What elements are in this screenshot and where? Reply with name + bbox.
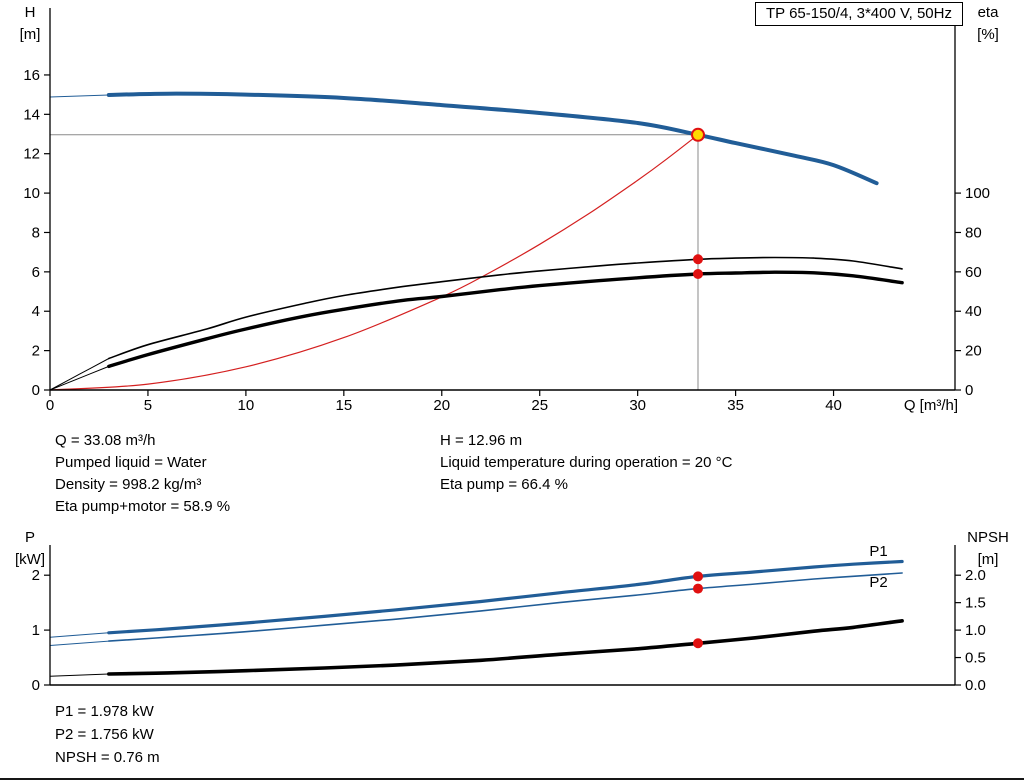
system-curve <box>49 134 699 391</box>
y-left-axis-title: H <box>25 4 36 21</box>
y-left-axis-unit: [m] <box>20 26 41 43</box>
annotation-q: Q = 33.08 m³/h <box>55 432 156 449</box>
y-right-tick-label: 0 <box>965 382 973 399</box>
p1-curve-lead <box>49 632 109 638</box>
p1-curve <box>107 559 904 635</box>
y-right-tick-label: 0.0 <box>965 677 986 694</box>
duty-annotations-left: Q = 33.08 m³/h Pumped liquid = Water Den… <box>55 430 230 518</box>
npsh-point <box>692 638 703 649</box>
y-right-tick-label: 60 <box>965 264 982 281</box>
y-right-tick-label: 1.0 <box>965 622 986 639</box>
annotation-liquid-temperature: Liquid temperature during operation = 20… <box>440 454 733 471</box>
annotation-p2: P2 = 1.756 kW <box>55 726 154 743</box>
eta-pump-curve <box>108 256 903 360</box>
pump-curve <box>106 91 879 186</box>
p2-curve-lead <box>49 640 109 646</box>
power-npsh-chart: 0 1 2 0.0 0.5 1.0 1.5 2.0 P1 P2 P [kW] NPSH [m] <box>15 529 1009 694</box>
duty-annotations-right: H = 12.96 m Liquid temperature during op… <box>440 430 732 496</box>
y-left-tick-label: 2 <box>32 343 40 360</box>
p2-point <box>692 583 703 594</box>
y-left-axis-title: P <box>25 529 35 546</box>
eta-pump-curve-lead <box>49 358 110 391</box>
x-tick-label: 20 <box>433 397 450 414</box>
duty-point[interactable] <box>690 127 705 142</box>
annotation-eta-pump-motor: Eta pump+motor = 58.9 % <box>55 498 231 515</box>
x-tick-label: 10 <box>238 397 255 414</box>
eta-pump-motor-curve-lead <box>49 365 109 391</box>
annotation-eta-pump: Eta pump = 66.4 % <box>440 476 568 493</box>
y-right-tick-label: 40 <box>965 303 982 320</box>
y-right-tick-label: 2.0 <box>965 567 986 584</box>
y-left-tick-label: 6 <box>32 264 40 281</box>
p1-point <box>692 571 703 582</box>
y-left-tick-label: 10 <box>23 185 40 202</box>
y-left-tick-label: 4 <box>32 303 40 320</box>
y-right-tick-label: 0.5 <box>965 650 986 667</box>
y-right-tick-label: 80 <box>965 224 982 241</box>
y-left-axis-unit: [kW] <box>15 551 45 568</box>
y-right-axis-unit: [m] <box>978 551 999 568</box>
y-left-tick-label: 12 <box>23 146 40 163</box>
pump-title-box: TP 65-150/4, 3*400 V, 50Hz <box>755 2 963 26</box>
pump-curve-lead <box>49 94 109 98</box>
eta-pump-motor-curve <box>107 270 904 369</box>
x-tick-label: 30 <box>629 397 646 414</box>
curve-label-p2: P2 <box>869 574 887 591</box>
annotation-h: H = 12.96 m <box>440 432 523 449</box>
annotation-density: Density = 998.2 kg/m³ <box>55 476 202 493</box>
panel-bottom-border <box>0 778 1024 780</box>
y-left-tick-label: 1 <box>32 622 40 639</box>
y-left-tick-label: 16 <box>23 67 40 84</box>
annotation-p1: P1 = 1.978 kW <box>55 703 154 720</box>
npsh-curve-lead <box>49 673 109 677</box>
hq-eta-chart: 0 5 10 15 20 25 30 35 40 0 2 4 6 8 10 12 14 16 0 20 40 60 80 10… <box>20 4 1000 414</box>
x-tick-label: 5 <box>144 397 152 414</box>
y-right-tick-label: 100 <box>965 185 990 202</box>
y-right-axis-title: NPSH <box>967 529 1009 546</box>
y-left-tick-label: 0 <box>32 382 40 399</box>
y-right-tick-label: 20 <box>965 343 982 360</box>
y-left-tick-label: 8 <box>32 224 40 241</box>
y-right-tick-label: 1.5 <box>965 595 986 612</box>
power-annotations: P1 = 1.978 kW P2 = 1.756 kW NPSH = 0.76 … <box>55 700 160 769</box>
x-tick-label: 35 <box>727 397 744 414</box>
x-tick-label: 40 <box>825 397 842 414</box>
eta-pump-point <box>692 254 703 265</box>
x-tick-label: 15 <box>335 397 352 414</box>
y-right-axis-unit: [%] <box>977 26 999 43</box>
y-left-tick-label: 14 <box>23 106 40 123</box>
annotation-npsh: NPSH = 0.76 m <box>55 749 160 766</box>
y-left-tick-label: 2 <box>32 567 40 584</box>
curve-label-p1: P1 <box>869 543 887 560</box>
y-left-tick-label: 0 <box>32 677 40 694</box>
npsh-curve <box>107 619 904 676</box>
y-right-axis-title: eta <box>978 4 1000 21</box>
p2-curve <box>108 572 903 642</box>
annotation-pumped-liquid: Pumped liquid = Water <box>55 454 207 471</box>
x-tick-label: 0 <box>46 397 54 414</box>
eta-pump-motor-point <box>692 269 703 280</box>
x-tick-label: 25 <box>531 397 548 414</box>
x-axis-title: Q [m³/h] <box>904 397 958 414</box>
